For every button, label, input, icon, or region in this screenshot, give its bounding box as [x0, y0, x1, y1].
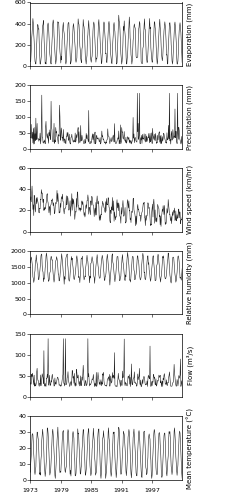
Y-axis label: Wind speed (km/hr): Wind speed (km/hr) — [185, 166, 192, 234]
Y-axis label: Precipitation (mm): Precipitation (mm) — [185, 84, 192, 150]
Y-axis label: Flow (m³/s): Flow (m³/s) — [185, 346, 193, 385]
Y-axis label: Relative humidity (mm): Relative humidity (mm) — [185, 242, 192, 324]
Y-axis label: Mean temperature (°C): Mean temperature (°C) — [185, 408, 193, 488]
Y-axis label: Evaporation (mm): Evaporation (mm) — [185, 2, 192, 66]
